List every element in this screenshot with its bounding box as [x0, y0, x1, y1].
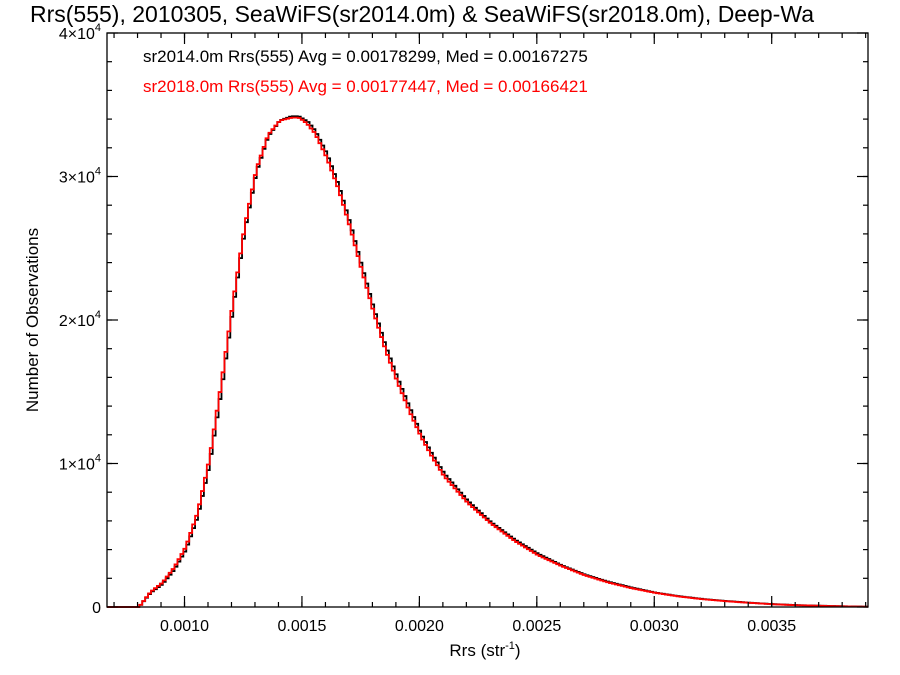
x-tick-label: 0.0025 [512, 618, 561, 635]
y-tick-label: 4×104 [59, 22, 101, 43]
y-axis-label: Number of Observations [23, 228, 42, 412]
ticks-layer: 0.0010 0.0015 0.0020 0.0025 0.0030 0.0035 0 1×1… [59, 22, 868, 635]
x-tick-label: 0.0035 [747, 618, 796, 635]
x-tick-label: 0.0020 [395, 618, 444, 635]
x-tick-label: 0.0015 [277, 618, 326, 635]
legend: sr2014.0m Rrs(555) Avg = 0.00178299, Med… [143, 47, 588, 96]
series-layer [107, 115, 869, 608]
y-tick-label: 1×104 [59, 453, 101, 474]
series-line-0 [107, 115, 869, 608]
chart-title: Rrs(555), 2010305, SeaWiFS(sr2014.0m) & … [30, 1, 814, 27]
x-tick-label: 0.0030 [630, 618, 679, 635]
x-tick-label: 0.0010 [160, 618, 209, 635]
series-line-1 [107, 116, 869, 608]
y-tick-label: 3×104 [59, 166, 101, 187]
y-tick-label: 2×104 [59, 309, 101, 330]
legend-entry-sr2018: sr2018.0m Rrs(555) Avg = 0.00177447, Med… [143, 77, 588, 96]
x-axis-label: Rrs (str-1) [449, 640, 520, 660]
legend-entry-sr2014: sr2014.0m Rrs(555) Avg = 0.00178299, Med… [143, 47, 588, 66]
y-tick-label: 0 [92, 600, 101, 617]
